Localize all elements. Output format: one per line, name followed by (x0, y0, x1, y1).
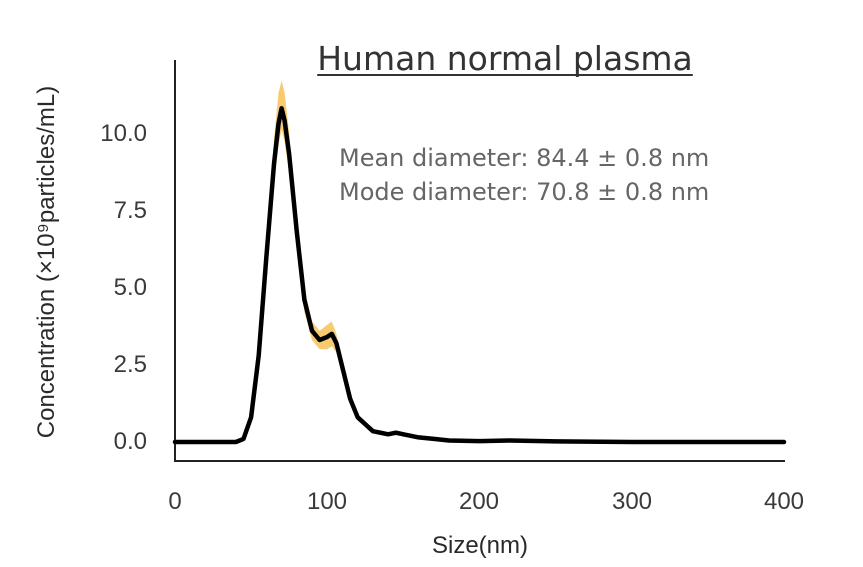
y-tick-label: 10.0 (100, 120, 147, 147)
chart-title: Human normal plasma (317, 39, 693, 78)
y-tick-label: 5.0 (114, 274, 147, 301)
y-tick-label: 2.5 (114, 351, 147, 378)
x-tick-label: 300 (612, 488, 652, 515)
x-tick-label: 0 (168, 488, 181, 515)
y-tick-label: 7.5 (114, 197, 147, 224)
mode-diameter-annotation: Mode diameter: 70.8 ± 0.8 nm (339, 178, 709, 206)
y-axis-label: Concentration (×10⁹particles/mL) (33, 86, 60, 438)
y-tick-label: 0.0 (114, 428, 147, 455)
y-tick-labels: 0.0 2.5 5.0 7.5 10.0 (100, 120, 147, 455)
x-tick-label: 400 (764, 488, 804, 515)
x-tick-label: 100 (307, 488, 347, 515)
series-line (172, 106, 787, 445)
mean-diameter-annotation: Mean diameter: 84.4 ± 0.8 nm (339, 144, 709, 172)
x-axis-label: Size(nm) (432, 532, 528, 559)
x-tick-labels: 0 100 200 300 400 (168, 488, 804, 515)
x-tick-label: 200 (459, 488, 499, 515)
